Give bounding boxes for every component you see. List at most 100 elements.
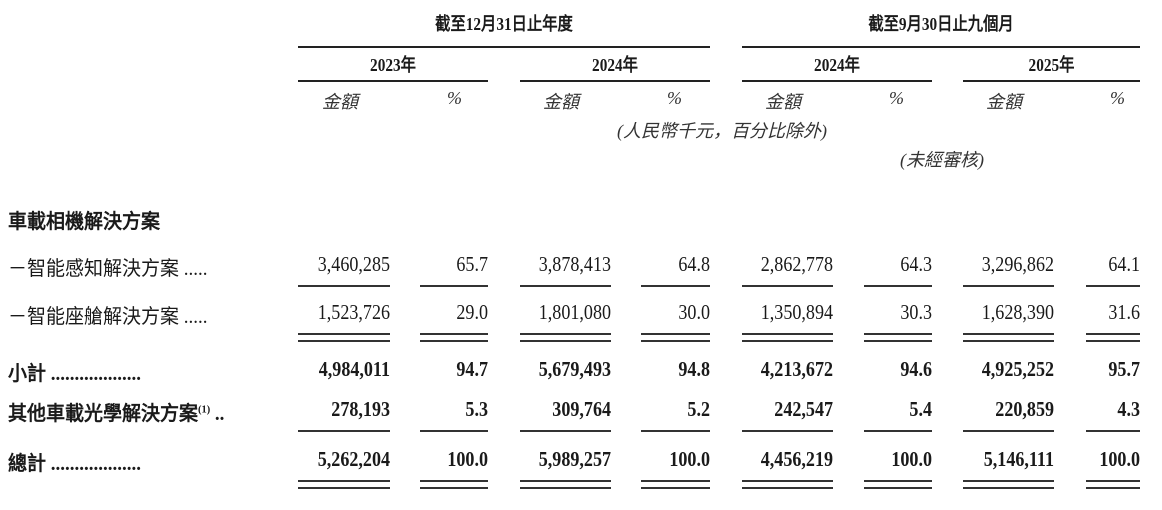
row-label: 總計 ................... <box>8 447 141 476</box>
amount-cell: 3,460,285 <box>317 252 390 276</box>
percent-cell: 100.0 <box>1099 447 1140 471</box>
amount-cell: 5,262,204 <box>317 447 390 471</box>
amount-cell: 3,878,413 <box>538 252 611 276</box>
percent-cell: 94.8 <box>678 357 710 381</box>
cell-underline <box>298 333 390 335</box>
percent-cell: 30.3 <box>900 300 932 324</box>
header-rule <box>742 46 1140 48</box>
cell-underline <box>298 480 390 482</box>
cell-underline <box>520 487 611 489</box>
cell-underline <box>963 430 1054 432</box>
cell-underline <box>864 487 932 489</box>
cell-underline <box>641 487 710 489</box>
percent-header: % <box>447 88 462 108</box>
amount-cell: 1,350,894 <box>760 300 833 324</box>
amount-header: 金額 <box>765 92 801 112</box>
cell-underline <box>520 333 611 335</box>
percent-cell: 64.8 <box>678 252 710 276</box>
year-header: 2023年 <box>370 55 416 75</box>
amount-header: 金額 <box>322 92 358 112</box>
row-label-text: 其他車載光學解決方案 <box>8 403 198 425</box>
amount-cell: 309,764 <box>552 397 611 421</box>
year-rule <box>742 80 932 82</box>
percent-cell: 95.7 <box>1108 357 1140 381</box>
cell-underline <box>420 340 488 342</box>
cell-underline <box>1086 480 1140 482</box>
cell-underline <box>1086 285 1140 287</box>
amount-cell: 220,859 <box>995 397 1054 421</box>
amount-cell: 1,523,726 <box>317 300 390 324</box>
amount-cell: 5,146,111 <box>983 447 1054 471</box>
percent-cell: 64.1 <box>1108 252 1140 276</box>
unit-note: (人民幣千元，百分比除外) <box>617 121 827 141</box>
amount-cell: 242,547 <box>774 397 833 421</box>
header-nine-months: 截至9月30日止九個月 <box>868 14 1014 34</box>
cell-underline <box>742 285 833 287</box>
row-label-text: 總計 ................... <box>8 453 141 475</box>
row-label-text: －智能座艙解決方案 ..... <box>8 306 208 328</box>
row-label-text: 小計 ................... <box>8 363 141 385</box>
cell-underline <box>864 333 932 335</box>
percent-cell: 94.7 <box>456 357 488 381</box>
cell-underline <box>298 430 390 432</box>
amount-cell: 1,628,390 <box>981 300 1054 324</box>
percent-cell: 4.3 <box>1117 397 1140 421</box>
percent-cell: 94.6 <box>900 357 932 381</box>
amount-cell: 4,213,672 <box>760 357 833 381</box>
percent-cell: 31.6 <box>1108 300 1140 324</box>
section-title: 車載相機解決方案 <box>8 211 160 233</box>
amount-cell: 4,925,252 <box>981 357 1054 381</box>
cell-underline <box>864 480 932 482</box>
row-label: 其他車載光學解決方案(1) .. <box>8 397 224 426</box>
cell-underline <box>963 487 1054 489</box>
percent-cell: 29.0 <box>456 300 488 324</box>
cell-underline <box>520 285 611 287</box>
cell-underline <box>1086 430 1140 432</box>
percent-header: % <box>1110 88 1125 108</box>
cell-underline <box>742 340 833 342</box>
label-leader: .. <box>210 403 225 425</box>
year-header: 2024年 <box>592 55 638 75</box>
cell-underline <box>520 340 611 342</box>
cell-underline <box>298 340 390 342</box>
cell-underline <box>963 333 1054 335</box>
cell-underline <box>420 285 488 287</box>
cell-underline <box>1086 487 1140 489</box>
cell-underline <box>520 430 611 432</box>
cell-underline <box>742 333 833 335</box>
percent-cell: 64.3 <box>900 252 932 276</box>
cell-underline <box>641 340 710 342</box>
cell-underline <box>420 333 488 335</box>
footnote-marker: (1) <box>198 403 211 416</box>
row-label: －智能座艙解決方案 ..... <box>8 300 208 329</box>
amount-header: 金額 <box>543 92 579 112</box>
percent-cell: 65.7 <box>456 252 488 276</box>
cell-underline <box>298 487 390 489</box>
amount-cell: 5,679,493 <box>538 357 611 381</box>
cell-underline <box>963 340 1054 342</box>
cell-underline <box>420 487 488 489</box>
row-label: 小計 ................... <box>8 357 141 386</box>
year-header: 2024年 <box>814 55 860 75</box>
percent-cell: 5.4 <box>909 397 932 421</box>
cell-underline <box>420 480 488 482</box>
percent-cell: 30.0 <box>678 300 710 324</box>
amount-cell: 5,989,257 <box>538 447 611 471</box>
cell-underline <box>742 487 833 489</box>
cell-underline <box>298 285 390 287</box>
unaudited-note: (未經審核) <box>900 150 984 170</box>
cell-underline <box>963 480 1054 482</box>
cell-underline <box>864 430 932 432</box>
percent-header: % <box>667 88 682 108</box>
percent-cell: 100.0 <box>669 447 710 471</box>
cell-underline <box>520 480 611 482</box>
amount-cell: 278,193 <box>331 397 390 421</box>
year-header: 2025年 <box>1028 55 1075 75</box>
amount-cell: 4,456,219 <box>760 447 833 471</box>
amount-cell: 1,801,080 <box>538 300 611 324</box>
cell-underline <box>641 333 710 335</box>
year-rule <box>963 80 1140 82</box>
cell-underline <box>420 430 488 432</box>
cell-underline <box>864 340 932 342</box>
